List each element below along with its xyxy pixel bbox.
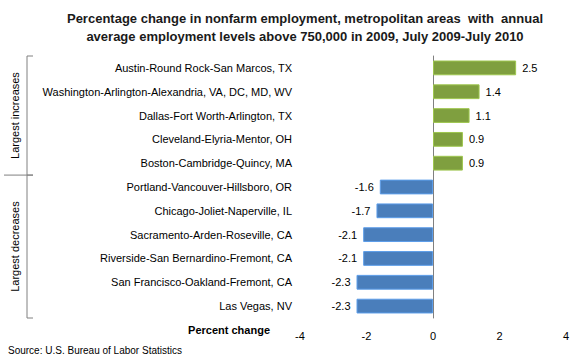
svg-text:Las Vegas, NV: Las Vegas, NV xyxy=(219,300,292,312)
svg-text:-2.3: -2.3 xyxy=(332,276,351,288)
svg-text:2.5: 2.5 xyxy=(522,62,537,74)
svg-text:2: 2 xyxy=(496,330,502,342)
svg-text:Source: U.S. Bureau of Labor S: Source: U.S. Bureau of Labor Statistics xyxy=(8,345,182,356)
svg-text:Largest increases: Largest increases xyxy=(9,72,21,159)
svg-text:-2.1: -2.1 xyxy=(338,229,357,241)
svg-text:-1.7: -1.7 xyxy=(352,205,371,217)
svg-text:Dallas-Fort Worth-Arlington, T: Dallas-Fort Worth-Arlington, TX xyxy=(139,110,293,122)
svg-text:4: 4 xyxy=(563,330,569,342)
svg-text:Washington-Arlington-Alexandri: Washington-Arlington-Alexandria, VA, DC,… xyxy=(43,86,293,98)
svg-text:Percent change: Percent change xyxy=(188,324,270,336)
svg-text:0: 0 xyxy=(430,330,436,342)
svg-text:-4: -4 xyxy=(295,330,305,342)
svg-text:0.9: 0.9 xyxy=(469,133,484,145)
svg-text:Cleveland-Elyria-Mentor, OH: Cleveland-Elyria-Mentor, OH xyxy=(152,133,292,145)
svg-text:-2.1: -2.1 xyxy=(338,252,357,264)
svg-text:Portland-Vancouver-Hillsboro,: Portland-Vancouver-Hillsboro, OR xyxy=(127,181,293,193)
svg-text:Boston-Cambridge-Quincy, MA: Boston-Cambridge-Quincy, MA xyxy=(141,157,293,169)
svg-text:Chicago-Joliet-Naperville, IL: Chicago-Joliet-Naperville, IL xyxy=(154,205,292,217)
svg-text:-1.6: -1.6 xyxy=(355,181,374,193)
svg-text:San Francisco-Oakland-Fremont,: San Francisco-Oakland-Fremont, CA xyxy=(111,276,293,288)
svg-text:Sacramento-Arden-Roseville, CA: Sacramento-Arden-Roseville, CA xyxy=(130,229,293,241)
svg-text:Riverside-San Bernardino-Fremo: Riverside-San Bernardino-Fremont, CA xyxy=(100,252,293,264)
svg-text:average employment levels abov: average employment levels above 750,000 … xyxy=(86,29,523,44)
svg-text:Austin-Round Rock-San Marcos,: Austin-Round Rock-San Marcos, TX xyxy=(115,62,293,74)
svg-text:Largest decreases: Largest decreases xyxy=(9,201,21,292)
svg-text:-2.3: -2.3 xyxy=(332,300,351,312)
svg-text:-2: -2 xyxy=(362,330,372,342)
svg-text:0.9: 0.9 xyxy=(469,157,484,169)
svg-text:1.4: 1.4 xyxy=(486,86,501,98)
svg-text:1.1: 1.1 xyxy=(476,110,491,122)
svg-text:Percentage change in nonfarm e: Percentage change in nonfarm employment,… xyxy=(67,11,543,26)
